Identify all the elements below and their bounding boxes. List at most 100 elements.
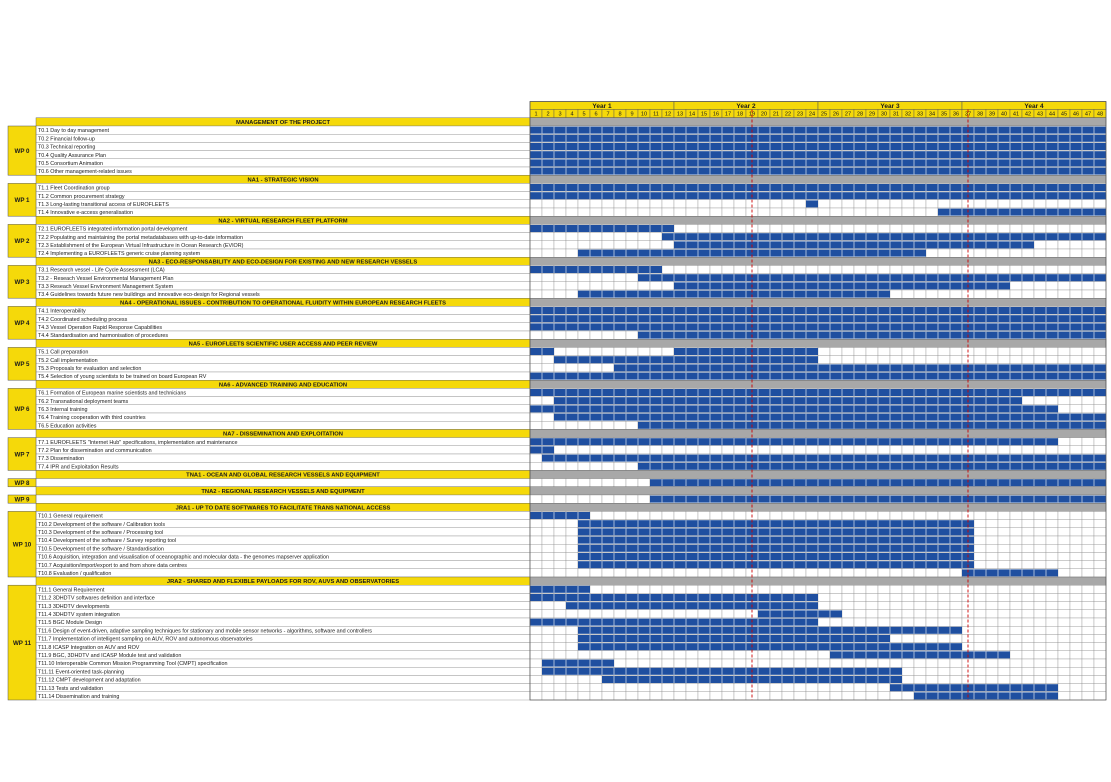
grid-cell [529,494,543,504]
grid-cell [649,568,663,578]
grid-cell [721,224,735,233]
grid-cell [853,207,867,217]
grid-cell [661,445,675,455]
task-label-cell [35,585,531,594]
task-label: T3.3 Reseach Vessel Environment Manageme… [38,284,174,290]
grid-cell [649,199,663,209]
grid-cell [1081,568,1095,578]
grid-cell [853,511,867,520]
grid-cell [1045,642,1059,651]
grid-cell [565,347,579,356]
task-label: T11.10 Interoperable Common Mission Prog… [38,661,227,667]
grid-cell [829,593,843,602]
grid-cell [553,519,567,528]
grid-cell [1057,626,1071,635]
grid-cell [1045,658,1059,668]
grid-cell [529,462,543,471]
grid-cell [541,519,555,528]
grid-cell [829,568,843,578]
grid-cell [541,650,555,660]
grid-cell [1069,519,1083,528]
grid-cell [613,273,627,282]
task-label: T11.9 BGC, 3DHDTV and ICASP Module test … [38,653,181,659]
grid-cell [1081,289,1095,299]
grid-cell [1069,404,1083,414]
grid-cell [1009,527,1023,537]
grid-cell [1009,667,1023,676]
grid-cell [817,224,831,233]
grid-cell [673,511,687,520]
grid-cell [541,552,555,561]
grid-cell [1093,519,1107,528]
grid-cell [565,462,579,471]
grid-cell [877,593,891,602]
grid-cell [937,445,951,455]
grid-cell [925,593,939,602]
grid-cell [565,552,579,561]
grid-cell [709,568,723,578]
grid-cell [985,585,999,594]
grid-cell [613,281,627,291]
grid-cell [613,494,627,504]
grid-cell [637,691,651,701]
grid-cell [565,494,579,504]
grid-cell [769,650,783,660]
grid-cell [1093,552,1107,561]
grid-cell [1093,224,1107,233]
grid-cell [565,421,579,430]
grid-cell [541,478,555,487]
grid-cell [793,585,807,594]
grid-cell [1045,248,1059,258]
grid-cell [589,363,603,373]
grid-cell [841,207,855,217]
grid-cell [1033,626,1047,635]
grid-cell [949,224,963,233]
grid-cell [661,511,675,520]
task-label: T11.13 Tests and validation [38,686,103,692]
grid-cell [1057,527,1071,537]
grid-cell [1069,248,1083,258]
section-grid-band [529,215,1107,225]
grid-cell [637,585,651,594]
grid-cell [577,240,591,250]
grid-cell [1057,224,1071,233]
task-label-cell [35,306,531,315]
grid-cell [889,691,903,701]
task-label: T1.4 Innovative e-access generalisation [38,210,133,216]
grid-cell [541,535,555,545]
grid-cell [649,240,663,250]
grid-cell [877,445,891,455]
grid-cell [1021,609,1035,619]
grid-cell [721,585,735,594]
grid-cell [565,691,579,701]
task-label-cell [35,125,531,135]
wp-cell [7,388,37,430]
grid-cell [865,593,879,602]
grid-cell [997,224,1011,233]
month-label: 5 [582,112,585,118]
grid-cell [649,658,663,668]
grid-cell [1045,224,1059,233]
grid-cell [685,265,699,274]
grid-cell [541,642,555,651]
grid-cell [541,691,555,701]
task-label: T10.5 Development of the software / Stan… [38,546,164,552]
grid-cell [733,650,747,660]
grid-cell [1069,281,1083,291]
grid-cell [1069,626,1083,635]
grid-cell [1081,240,1095,250]
grid-cell [673,224,687,233]
month-label: 41 [1013,112,1019,118]
grid-cell [577,281,591,291]
grid-cell [613,330,627,340]
task-label: T10.6 Acquisition, integration and visua… [38,555,329,561]
grid-cell [853,265,867,274]
task-bar [758,610,842,618]
wp-cell [7,125,37,176]
grid-cell [1081,355,1095,364]
grid-cell [625,511,639,520]
grid-cell [709,224,723,233]
task-label: T6.3 Internal training [38,407,87,413]
grid-cell [901,199,915,209]
grid-cell [529,421,543,430]
